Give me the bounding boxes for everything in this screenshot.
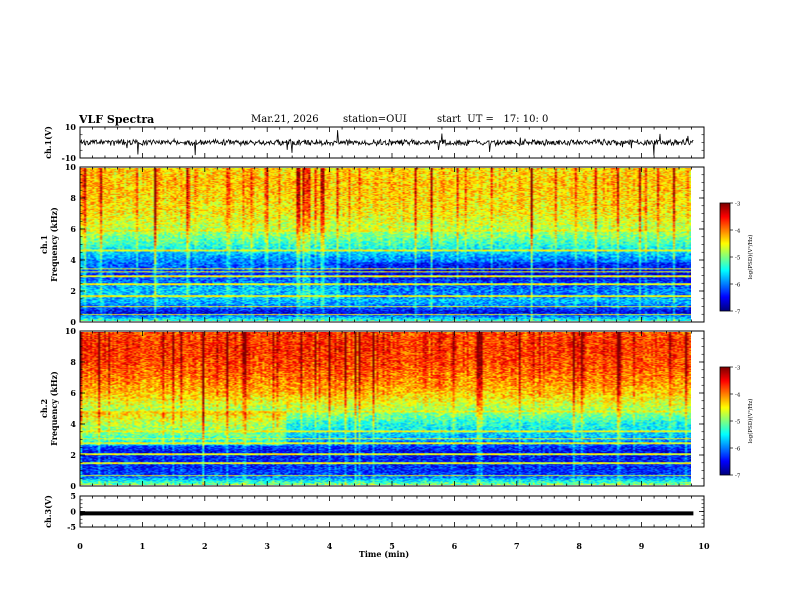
colorbar-tick-label: -6 bbox=[735, 447, 741, 453]
ch3-y-axis-label: ch.3(V) bbox=[43, 495, 53, 528]
ch2-channel-label: ch.2 bbox=[39, 399, 49, 418]
x-axis-label: Time (min) bbox=[359, 549, 409, 559]
colorbar-tick-label: -7 bbox=[735, 474, 741, 480]
y-tick-label: -5 bbox=[67, 522, 76, 532]
ch1-colorbar bbox=[720, 203, 730, 311]
y-tick-label: 10 bbox=[65, 122, 77, 132]
y-tick-label: 2 bbox=[70, 450, 76, 460]
x-tick-label: 7 bbox=[514, 541, 520, 551]
ch1-spectrogram-image bbox=[80, 168, 691, 321]
y-tick-label: 0 bbox=[70, 481, 76, 491]
y-tick-label: 10 bbox=[65, 162, 77, 172]
x-tick-label: 0 bbox=[77, 541, 83, 551]
y-tick-label: 2 bbox=[70, 286, 76, 296]
y-tick-label: -10 bbox=[62, 153, 77, 163]
y-tick-label: 0 bbox=[70, 317, 76, 327]
x-tick-label: 8 bbox=[576, 541, 582, 551]
x-tick-label: 5 bbox=[389, 541, 395, 551]
y-tick-label: 8 bbox=[70, 193, 76, 203]
colorbar-tick-label: -5 bbox=[735, 256, 741, 262]
date-label: Mar.21, 2026 bbox=[251, 114, 319, 125]
x-tick-label: 3 bbox=[264, 541, 270, 551]
y-tick-label: 4 bbox=[70, 255, 76, 265]
ch1-y-axis-label: ch.1(V) bbox=[43, 126, 53, 159]
ch2-spectrogram-image bbox=[80, 332, 691, 485]
y-tick-label: 8 bbox=[70, 357, 76, 367]
x-tick-label: 1 bbox=[140, 541, 146, 551]
ch1-waveform-trace bbox=[80, 130, 694, 156]
colorbar-tick-label: -4 bbox=[735, 229, 741, 235]
panel-frame bbox=[79, 166, 705, 323]
y-tick-label: 10 bbox=[65, 326, 77, 336]
y-tick-label: 6 bbox=[70, 224, 76, 234]
ch1-frequency-label: Frequency (kHz) bbox=[49, 207, 59, 282]
y-tick-label: 5 bbox=[70, 491, 76, 501]
colorbar-tick-label: -6 bbox=[735, 283, 741, 289]
ch2-frequency-label: Frequency (kHz) bbox=[49, 371, 59, 446]
x-tick-label: 10 bbox=[698, 541, 710, 551]
colorbar-label: log(PSD)(V²/Hz) bbox=[747, 399, 754, 444]
y-tick-label: 6 bbox=[70, 388, 76, 398]
ch1-channel-label: ch.1 bbox=[39, 235, 49, 254]
ch2-colorbar bbox=[720, 367, 730, 475]
colorbar-frame bbox=[719, 366, 731, 476]
colorbar-tick-label: -3 bbox=[735, 202, 741, 208]
start-ut-label: start UT = 17: 10: 0 bbox=[437, 114, 549, 125]
colorbar-tick-label: -7 bbox=[735, 310, 741, 316]
station-label: station=OUI bbox=[343, 114, 407, 125]
y-tick-label: 4 bbox=[70, 419, 76, 429]
colorbar-tick-label: -4 bbox=[735, 393, 741, 399]
colorbar-frame bbox=[719, 202, 731, 312]
colorbar-tick-label: -3 bbox=[735, 366, 741, 372]
x-tick-label: 6 bbox=[452, 541, 458, 551]
x-tick-label: 4 bbox=[327, 541, 333, 551]
colorbar-label: log(PSD)(V²/Hz) bbox=[747, 235, 754, 280]
y-tick-label: 0 bbox=[70, 507, 76, 517]
colorbar-tick-label: -5 bbox=[735, 420, 741, 426]
x-tick-label: 2 bbox=[202, 541, 208, 551]
x-tick-label: 9 bbox=[639, 541, 645, 551]
figure-title: VLF Spectra bbox=[79, 113, 155, 126]
panel-frame bbox=[79, 330, 705, 487]
